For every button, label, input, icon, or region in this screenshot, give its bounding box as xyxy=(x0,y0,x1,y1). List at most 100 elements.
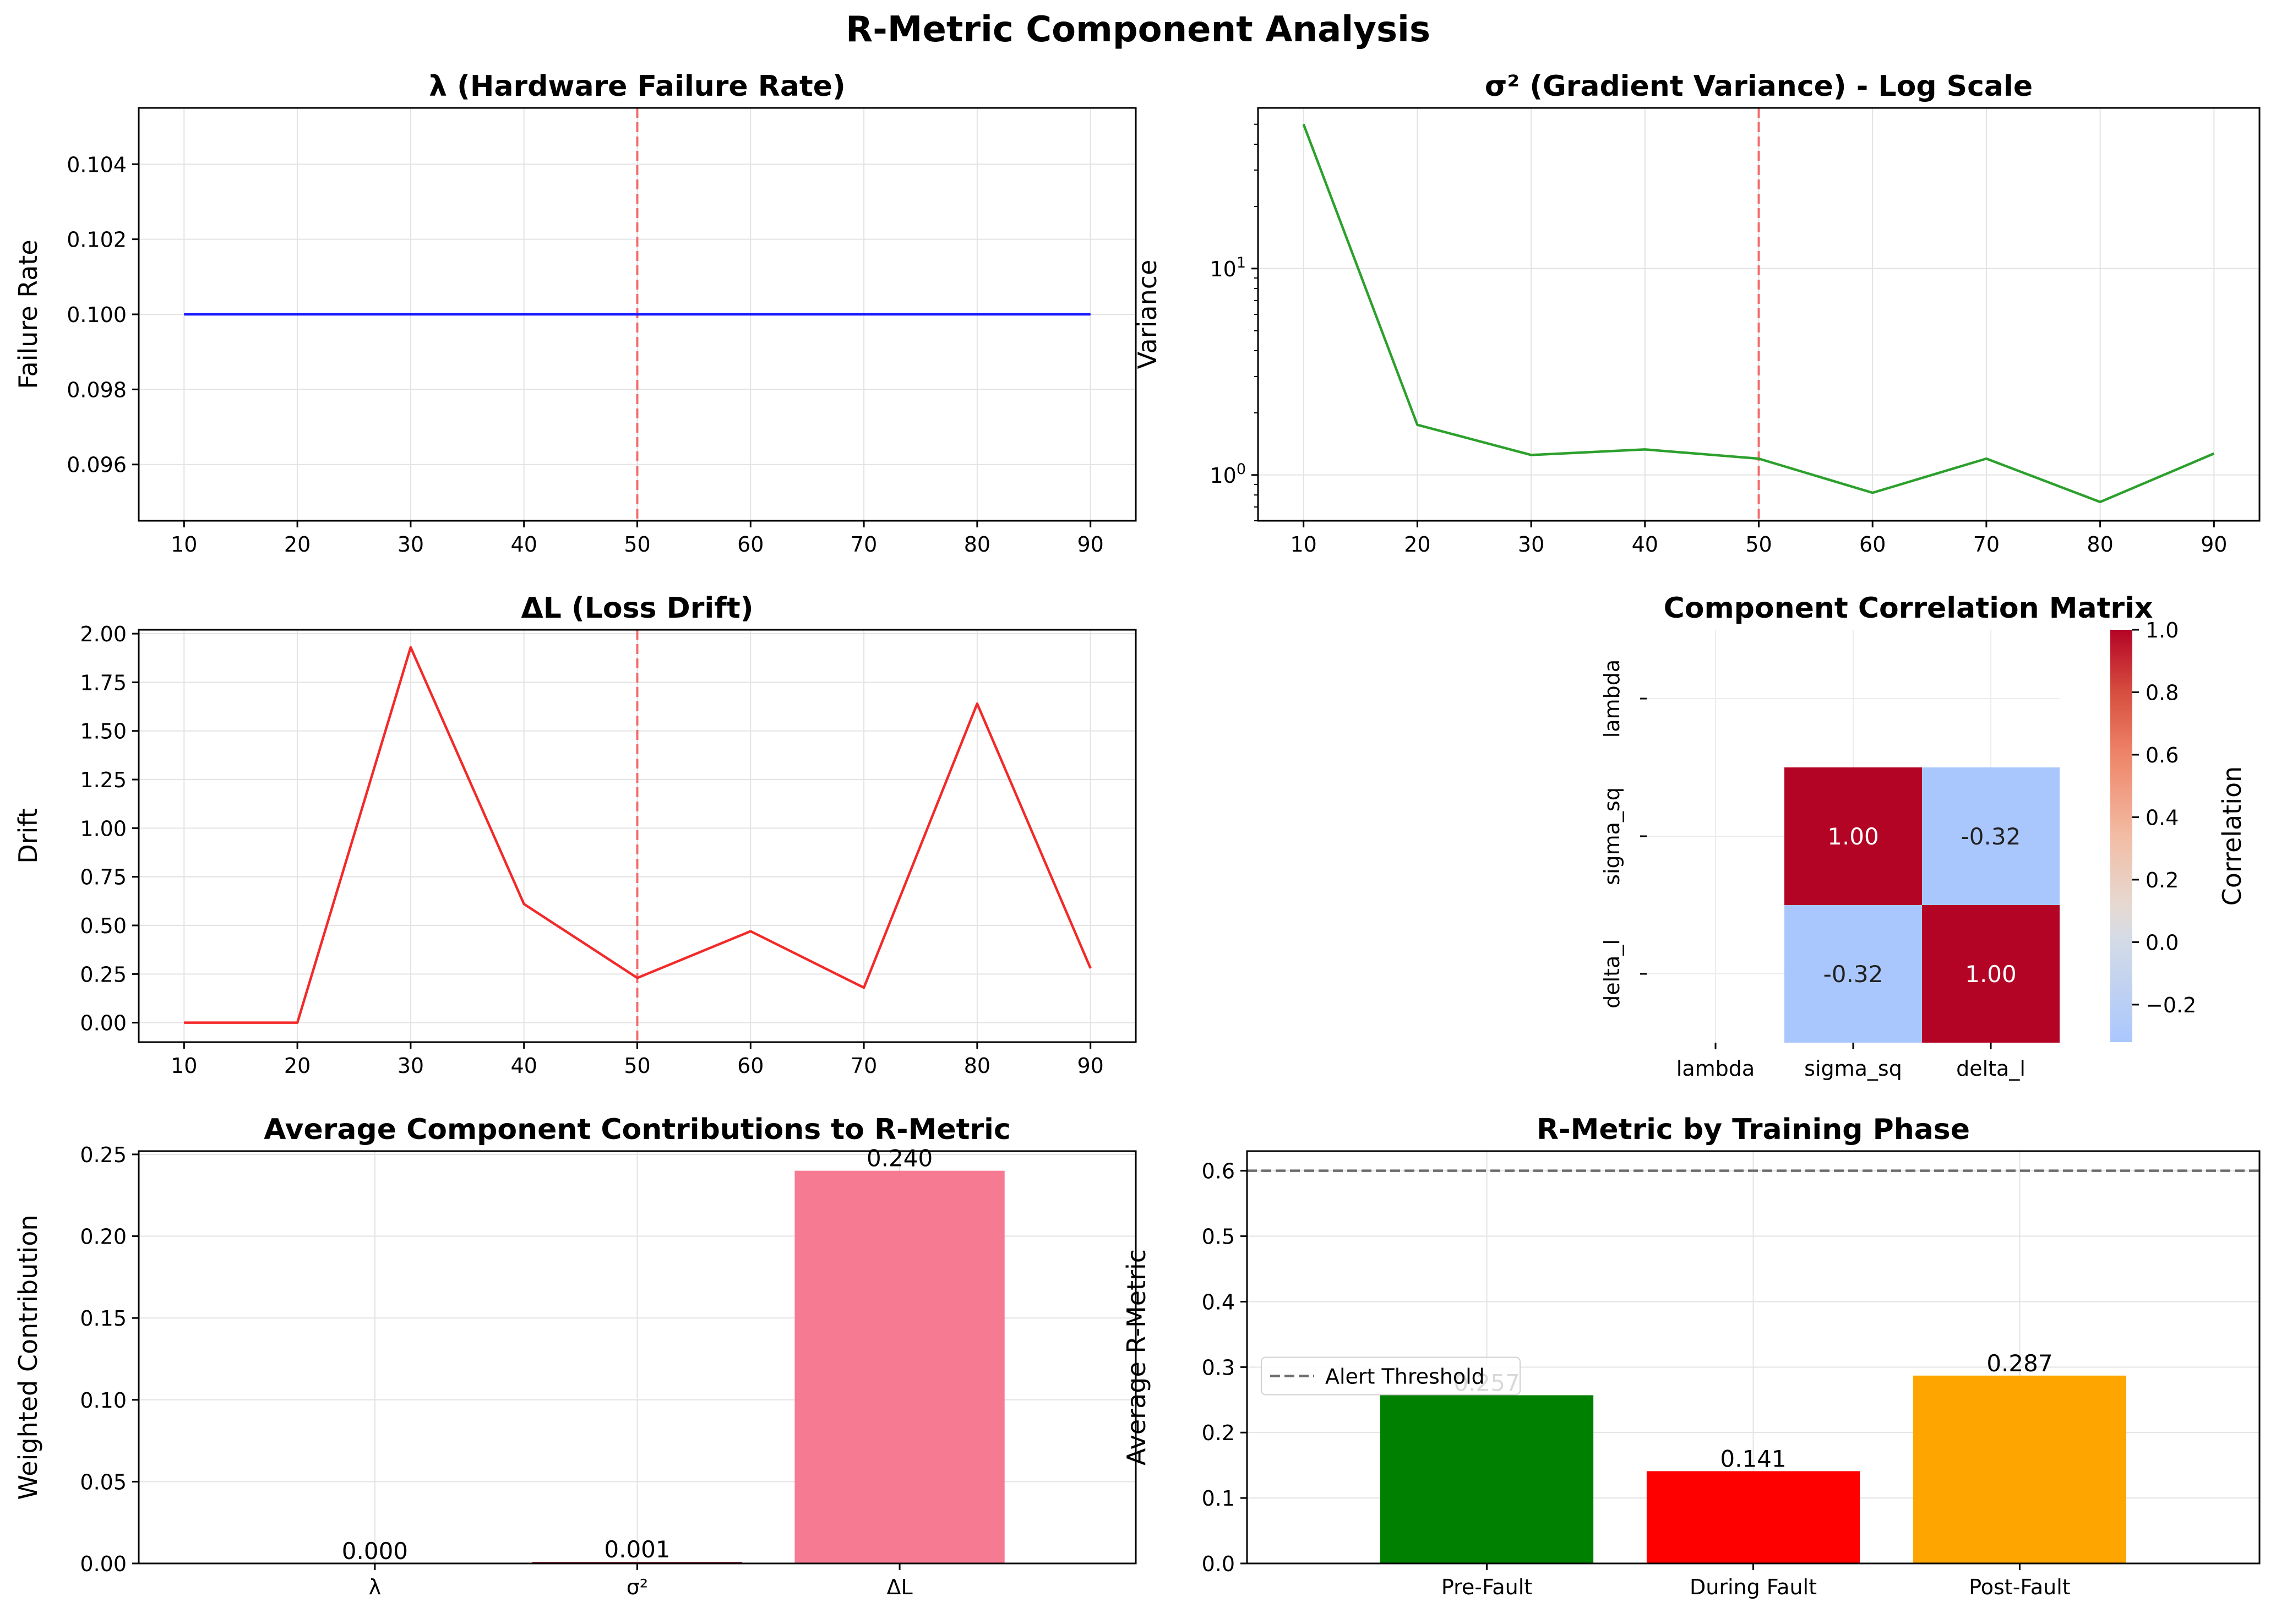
corr-cell xyxy=(1922,905,2060,1043)
phase-ylabel: Average R-Metric xyxy=(1121,1249,1151,1465)
corr-title: Component Correlation Matrix xyxy=(1664,592,2153,625)
contrib-xtick-label: ΔL xyxy=(886,1575,912,1599)
sigma-xtick-label: 40 xyxy=(1632,532,1658,557)
sigma-ytick-label: 100 xyxy=(1210,461,1246,488)
drift-xtick-label: 90 xyxy=(1077,1054,1104,1078)
drift-ytick-label: 1.00 xyxy=(80,816,127,841)
lambda-point xyxy=(410,314,411,315)
lambda-xtick-label: 70 xyxy=(851,532,877,557)
corr-colorbar xyxy=(2110,630,2132,1042)
sigma-xtick-label: 80 xyxy=(2087,532,2113,557)
drift-ytick-label: 0.00 xyxy=(80,1011,127,1036)
sigma-xtick-label: 10 xyxy=(1291,532,1317,557)
contrib-title: Average Component Contributions to R-Met… xyxy=(264,1113,1011,1146)
corr-cell xyxy=(1784,767,1922,905)
lambda-ytick-label: 0.102 xyxy=(67,228,127,252)
corr-row-label: lambda xyxy=(1600,660,1624,738)
sigma-title: σ² (Gradient Variance) - Log Scale xyxy=(1485,70,2033,103)
drift-ytick-label: 0.25 xyxy=(80,962,127,987)
corr-cell-label: 1.00 xyxy=(1965,961,2017,988)
drift-ytick-label: 0.75 xyxy=(80,865,127,890)
phase-value-label: 0.287 xyxy=(1986,1350,2052,1377)
corr-colorbar-tick-label: 0.6 xyxy=(2146,743,2179,767)
lambda-xtick-label: 90 xyxy=(1077,532,1104,557)
lambda-xtick-label: 30 xyxy=(398,532,424,557)
phase-ytick-label: 0.0 xyxy=(1202,1552,1235,1576)
lambda-ytick-label: 0.098 xyxy=(67,378,127,402)
corr-cell-label: -0.32 xyxy=(1823,961,1883,988)
drift-xtick-label: 80 xyxy=(964,1054,990,1078)
corr-col-label: sigma_sq xyxy=(1804,1056,1902,1081)
contrib-xtick-label: λ xyxy=(369,1575,382,1599)
phase-bar xyxy=(1646,1471,1860,1563)
drift-xtick-label: 30 xyxy=(398,1054,424,1078)
contrib-bar xyxy=(794,1170,1005,1563)
sigma-point xyxy=(1417,424,1418,426)
phase-value-label: 0.141 xyxy=(1720,1445,1786,1472)
drift-ytick-label: 1.25 xyxy=(80,768,127,792)
lambda-title: λ (Hardware Failure Rate) xyxy=(429,70,846,103)
phase-xtick-label: During Fault xyxy=(1690,1575,1817,1599)
lambda-xtick-label: 80 xyxy=(964,532,990,557)
drift-ytick-label: 2.00 xyxy=(80,622,127,646)
lambda-point xyxy=(297,314,298,315)
drift-xtick-label: 10 xyxy=(171,1054,197,1078)
corr-cell xyxy=(1784,905,1922,1043)
sigma-ytick-label: 101 xyxy=(1210,254,1246,281)
lambda-ytick-label: 0.096 xyxy=(67,453,127,477)
figure-suptitle: R-Metric Component Analysis xyxy=(846,9,1430,50)
drift-point xyxy=(297,1022,298,1023)
corr-row-label: sigma_sq xyxy=(1600,787,1624,885)
lambda-ylabel: Failure Rate xyxy=(13,239,43,389)
sigma-ylabel: Variance xyxy=(1132,260,1162,369)
phase-legend xyxy=(1261,1356,1521,1396)
phase-xtick-label: Pre-Fault xyxy=(1441,1575,1532,1599)
corr-colorbar-tick-label: −0.2 xyxy=(2146,993,2196,1017)
corr-colorbar-tick-label: 0.4 xyxy=(2146,805,2179,830)
lambda-xtick-label: 50 xyxy=(624,532,650,557)
contrib-ytick-label: 0.05 xyxy=(80,1470,127,1494)
drift-title: ΔL (Loss Drift) xyxy=(521,592,754,625)
contrib-value-label: 0.000 xyxy=(342,1538,408,1565)
sigma-xtick-label: 50 xyxy=(1745,532,1772,557)
phase-title: R-Metric by Training Phase xyxy=(1537,1113,1970,1146)
corr-cell xyxy=(1922,767,2060,905)
corr-colorbar-tick-label: 1.0 xyxy=(2146,618,2179,642)
lambda-ytick-label: 0.100 xyxy=(67,303,127,327)
lambda-xtick-label: 10 xyxy=(171,532,197,557)
drift-xtick-label: 40 xyxy=(511,1054,537,1078)
corr-row-label: delta_l xyxy=(1600,939,1624,1009)
phase-legend-label: Alert Threshold xyxy=(1325,1365,1485,1389)
sigma-xtick-label: 20 xyxy=(1404,532,1430,557)
corr-cell-label: -0.32 xyxy=(1961,823,2021,850)
phase-ytick-label: 0.3 xyxy=(1202,1355,1235,1380)
contrib-ytick-label: 0.10 xyxy=(80,1388,127,1413)
drift-ytick-label: 0.50 xyxy=(80,914,127,938)
corr-colorbar-label: Correlation xyxy=(2217,766,2247,906)
contrib-value-label: 0.001 xyxy=(604,1536,670,1563)
contrib-ylabel: Weighted Contribution xyxy=(13,1215,43,1500)
panel-drift: ΔL (Loss Drift) Drift 10 20 30 40 50 60 70 80 90 0.… xyxy=(13,592,1137,1078)
phase-ytick-label: 0.1 xyxy=(1202,1486,1235,1511)
lambda-point xyxy=(1090,314,1091,315)
contrib-xtick-label: σ² xyxy=(627,1575,648,1599)
corr-colorbar-tick-label: 0.2 xyxy=(2146,868,2179,892)
drift-xtick-label: 60 xyxy=(737,1054,764,1078)
drift-ytick-label: 1.50 xyxy=(80,720,127,744)
corr-colorbar-tick-label: 0.0 xyxy=(2146,930,2179,955)
lambda-xtick-label: 60 xyxy=(737,532,764,557)
sigma-xtick-label: 60 xyxy=(1859,532,1886,557)
drift-ylabel: Drift xyxy=(13,808,43,864)
contrib-ytick-label: 0.00 xyxy=(80,1552,127,1576)
panel-lambda: λ (Hardware Failure Rate) Failure Rate 10 2… xyxy=(13,70,1137,557)
lambda-xtick-label: 20 xyxy=(284,532,311,557)
contrib-ytick-label: 0.25 xyxy=(80,1143,127,1167)
corr-cell-label: 1.00 xyxy=(1827,823,1879,850)
phase-xtick-label: Post-Fault xyxy=(1969,1575,2070,1599)
phase-ytick-label: 0.6 xyxy=(1202,1159,1235,1184)
drift-ytick-label: 1.75 xyxy=(80,671,127,695)
drift-xtick-label: 50 xyxy=(624,1054,650,1078)
drift-xtick-label: 70 xyxy=(851,1054,877,1078)
